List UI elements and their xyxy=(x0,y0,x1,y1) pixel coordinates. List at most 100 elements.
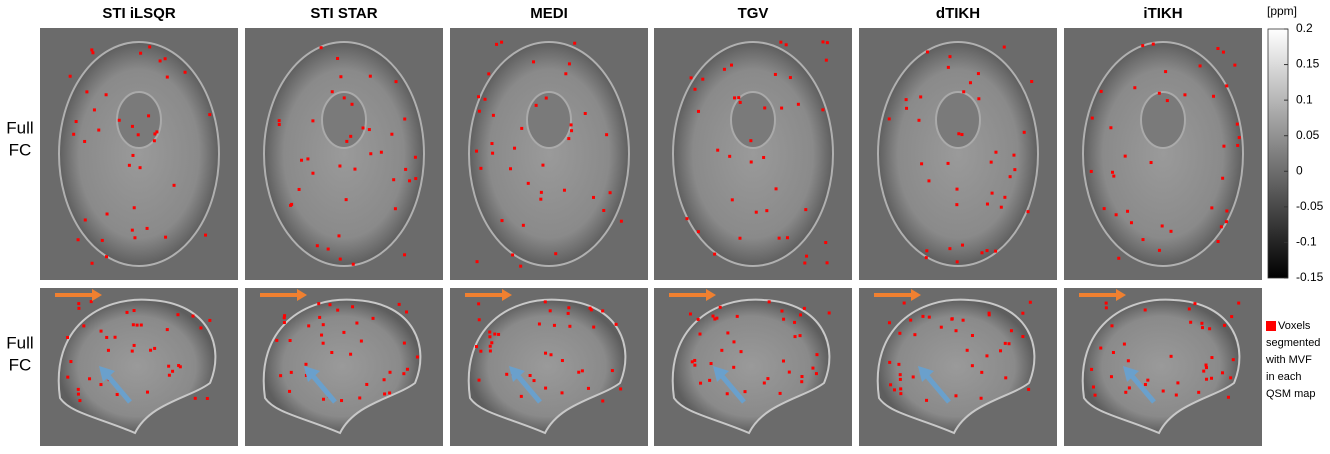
red-voxel xyxy=(1089,169,1093,173)
red-voxel xyxy=(500,40,504,44)
red-voxel xyxy=(153,132,157,136)
red-voxel xyxy=(543,300,547,304)
red-voxel xyxy=(1028,300,1032,304)
red-voxel xyxy=(925,249,929,253)
row-label: FC xyxy=(9,140,32,159)
red-voxel xyxy=(511,253,515,257)
red-voxel xyxy=(321,341,325,345)
red-voxel xyxy=(394,80,398,84)
row-label: Full xyxy=(6,333,33,352)
red-voxel xyxy=(592,325,596,329)
legend-text: in each xyxy=(1266,371,1301,383)
red-voxel xyxy=(336,56,340,60)
red-voxel xyxy=(552,323,556,327)
red-voxel xyxy=(1090,116,1094,120)
red-voxel xyxy=(165,75,169,79)
red-voxel xyxy=(779,40,783,44)
red-voxel xyxy=(955,187,959,191)
red-voxel xyxy=(610,369,614,373)
red-voxel xyxy=(985,354,989,358)
red-voxel xyxy=(718,305,722,309)
red-voxel xyxy=(136,133,140,137)
red-voxel xyxy=(66,375,70,379)
column-title: MEDI xyxy=(530,5,568,22)
red-voxel xyxy=(917,118,921,122)
red-voxel xyxy=(999,349,1003,353)
red-voxel xyxy=(1093,393,1097,397)
red-voxel xyxy=(520,126,524,130)
red-voxel xyxy=(475,149,479,153)
red-voxel xyxy=(369,152,373,156)
colorbar-unit: [ppm] xyxy=(1267,4,1297,18)
red-voxel xyxy=(985,249,989,253)
red-voxel xyxy=(904,98,908,102)
red-voxel xyxy=(193,396,197,400)
red-voxel xyxy=(899,387,903,391)
column-title: STI STAR xyxy=(310,5,377,22)
red-voxel xyxy=(1009,329,1013,333)
red-voxel xyxy=(379,150,383,154)
red-voxel xyxy=(361,126,365,130)
red-voxel xyxy=(104,93,108,97)
red-voxel xyxy=(326,247,330,251)
red-voxel xyxy=(946,161,950,165)
red-voxel xyxy=(898,377,902,381)
red-voxel xyxy=(1129,221,1133,225)
red-voxel xyxy=(505,372,509,376)
axial-brain xyxy=(672,41,834,267)
blue-arrowhead xyxy=(918,366,934,382)
red-voxel xyxy=(483,97,487,101)
red-voxel xyxy=(1210,376,1214,380)
red-voxel xyxy=(403,253,407,257)
red-voxel xyxy=(1112,174,1116,178)
red-voxel xyxy=(1133,86,1137,90)
red-voxel xyxy=(987,313,991,317)
red-voxel xyxy=(345,139,349,143)
red-voxel xyxy=(1187,307,1191,311)
blue-arrowhead xyxy=(713,366,729,382)
orange-arrowhead xyxy=(502,289,512,301)
red-voxel xyxy=(1189,320,1193,324)
red-voxel xyxy=(961,243,965,247)
red-voxel xyxy=(728,154,732,158)
red-voxel xyxy=(1111,350,1115,354)
red-voxel xyxy=(105,255,109,259)
red-voxel xyxy=(960,133,964,137)
red-voxel xyxy=(805,254,809,258)
red-voxel xyxy=(351,262,355,266)
blue-arrowhead xyxy=(1123,366,1139,382)
red-voxel xyxy=(288,389,292,393)
red-voxel xyxy=(711,314,715,318)
red-voxel xyxy=(106,348,110,352)
red-voxel xyxy=(749,160,753,164)
red-voxel xyxy=(725,392,729,396)
red-voxel xyxy=(519,264,523,268)
red-voxel xyxy=(342,330,346,334)
red-voxel xyxy=(322,397,326,401)
red-voxel xyxy=(405,310,409,314)
axial-brain xyxy=(263,41,425,267)
red-voxel xyxy=(955,260,959,264)
red-voxel xyxy=(165,328,169,332)
red-voxel xyxy=(1104,301,1108,305)
red-voxel xyxy=(490,341,494,345)
red-voxel xyxy=(338,164,342,168)
red-voxel xyxy=(390,132,394,136)
red-voxel xyxy=(68,74,72,78)
red-voxel xyxy=(340,399,344,403)
red-voxel xyxy=(388,391,392,395)
blue-arrow xyxy=(925,374,951,404)
red-voxel xyxy=(491,113,495,117)
red-voxel xyxy=(1208,327,1212,331)
red-voxel xyxy=(304,362,308,366)
ventricle xyxy=(321,91,367,149)
red-voxel xyxy=(1090,367,1094,371)
red-voxel xyxy=(782,317,786,321)
red-voxel xyxy=(152,139,156,143)
red-voxel xyxy=(614,322,618,326)
red-voxel xyxy=(749,139,753,143)
red-voxel xyxy=(898,373,902,377)
ventricle xyxy=(526,91,572,149)
red-voxel xyxy=(911,375,915,379)
red-voxel xyxy=(479,166,483,170)
